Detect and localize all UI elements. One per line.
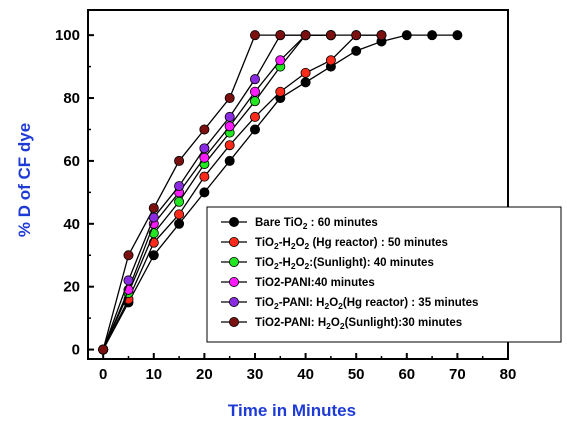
data-point: [174, 196, 185, 207]
data-point: [148, 250, 159, 261]
x-tick-label: 80: [500, 366, 517, 383]
data-point: [300, 30, 311, 41]
x-tick-label: 50: [348, 366, 365, 383]
data-point: [174, 218, 185, 229]
x-tick-label: 70: [449, 366, 466, 383]
data-point: [148, 203, 159, 214]
data-point: [300, 77, 311, 88]
x-tick-label: 0: [99, 366, 107, 383]
legend: Bare TiO2 : 60 minutes TiO2-H2O2 (Hg reac…: [206, 206, 562, 343]
data-point: [275, 86, 286, 97]
data-point: [351, 30, 362, 41]
legend-label: TiO2-PANI:40 minutes: [255, 277, 375, 289]
series-line: [102, 34, 382, 350]
data-point: [249, 74, 260, 85]
data-point: [123, 275, 134, 286]
data-point: [98, 344, 109, 355]
y-tick-label: 100: [55, 27, 80, 44]
series-line: [102, 34, 331, 350]
data-point: [123, 250, 134, 261]
series-6: [98, 30, 387, 355]
data-point: [199, 143, 210, 154]
data-point: [401, 30, 412, 41]
legend-label: TiO2-H2O2:(Sunlight): 40 minutes: [255, 257, 434, 271]
y-axis-title: % D of CF dye: [15, 123, 34, 237]
y-tick-label: 20: [63, 279, 80, 296]
x-axis-title: Time in Minutes: [228, 401, 356, 420]
data-point: [427, 30, 438, 41]
data-point: [224, 111, 235, 122]
x-tick-label: 10: [145, 366, 162, 383]
series-1: [98, 30, 463, 355]
legend-label: TiO2-PANI: H2O2(Sunlight):30 minutes: [255, 317, 462, 331]
y-tick-label: 0: [72, 342, 80, 359]
data-point: [199, 152, 210, 163]
legend-marker: [228, 236, 239, 247]
data-point: [249, 96, 260, 107]
data-point: [452, 30, 463, 41]
data-point: [174, 209, 185, 220]
x-tick-label: 40: [297, 366, 314, 383]
y-tick-label: 60: [63, 153, 80, 170]
legend-marker: [228, 296, 239, 307]
legend-marker: [228, 276, 239, 287]
legend-label: Bare TiO2 : 60 minutes: [255, 217, 378, 231]
data-point: [249, 111, 260, 122]
data-point: [174, 155, 185, 166]
x-tick-label: 30: [247, 366, 264, 383]
y-tick-label: 40: [63, 216, 80, 233]
data-point: [351, 45, 362, 56]
plot-series: [98, 30, 463, 355]
data-point: [199, 124, 210, 135]
data-point: [224, 121, 235, 132]
series-4: [98, 30, 336, 355]
data-point: [224, 140, 235, 151]
x-tick-label: 60: [398, 366, 415, 383]
legend-label: TiO2-H2O2 (Hg reactor) : 50 minutes: [255, 237, 448, 251]
data-point: [325, 55, 336, 66]
legend-marker: [228, 216, 239, 227]
data-point: [224, 93, 235, 104]
legend-marker: [228, 256, 239, 267]
data-point: [249, 86, 260, 97]
x-tick-label: 20: [196, 366, 213, 383]
data-point: [325, 30, 336, 41]
data-point: [376, 30, 387, 41]
data-point: [249, 30, 260, 41]
legend-box: [206, 206, 562, 343]
data-point: [199, 187, 210, 198]
data-point: [275, 30, 286, 41]
data-point: [174, 181, 185, 192]
data-point: [224, 155, 235, 166]
legend-marker: [228, 316, 239, 327]
series-line: [102, 34, 331, 350]
data-point: [275, 55, 286, 66]
data-point: [300, 67, 311, 78]
data-point: [249, 124, 260, 135]
legend-label: TiO2-PANI: H2O2(Hg reactor) : 35 minutes: [255, 297, 478, 311]
y-tick-label: 80: [63, 90, 80, 107]
data-point: [199, 171, 210, 182]
plot-frame: [87, 9, 509, 360]
